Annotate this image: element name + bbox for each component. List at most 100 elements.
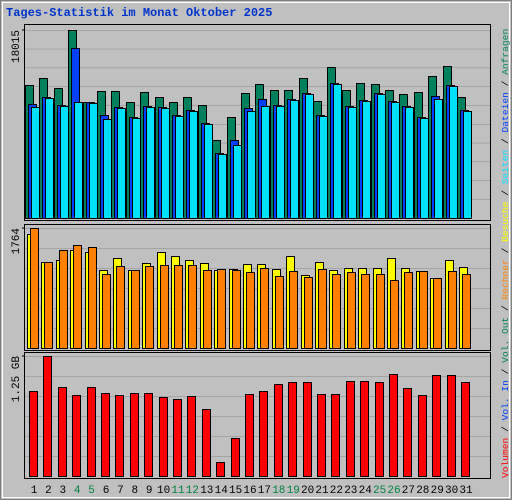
- bar: [204, 124, 213, 219]
- bar: [58, 387, 67, 477]
- chart-title: Tages-Statistik im Monat Oktober 2025: [6, 6, 272, 20]
- bar: [433, 278, 442, 349]
- bar: [275, 276, 284, 349]
- bar: [376, 274, 385, 349]
- bar: [246, 272, 255, 349]
- x-tick-label: 30: [445, 485, 458, 497]
- x-tick-label: 18: [272, 485, 285, 497]
- bar: [216, 462, 225, 477]
- bar: [419, 271, 428, 349]
- bar: [346, 381, 355, 477]
- bar: [318, 269, 327, 349]
- bar: [260, 268, 269, 349]
- x-tick-label: 10: [157, 485, 170, 497]
- bar: [218, 154, 227, 219]
- bar: [462, 274, 471, 349]
- legend-separator: /: [500, 132, 511, 149]
- bar: [188, 265, 197, 349]
- bar: [89, 103, 98, 219]
- bar: [131, 270, 140, 349]
- bar: [290, 100, 299, 219]
- legend-separator: /: [500, 184, 511, 201]
- bar: [233, 145, 242, 219]
- bar: [361, 274, 370, 349]
- y-tick-label: 1764: [11, 228, 23, 255]
- x-tick-label: 6: [103, 485, 110, 497]
- bar: [103, 119, 112, 219]
- x-tick-label: 23: [344, 485, 357, 497]
- bar: [175, 116, 184, 219]
- bar: [161, 108, 170, 219]
- bar: [74, 102, 83, 219]
- bar: [130, 393, 139, 477]
- bar: [173, 399, 182, 477]
- bar: [187, 396, 196, 477]
- bar: [461, 382, 470, 477]
- bar: [418, 395, 427, 477]
- bar: [420, 118, 429, 219]
- bar: [45, 98, 54, 219]
- bar: [304, 277, 313, 349]
- bar: [217, 269, 226, 349]
- x-tick-label: 14: [215, 485, 229, 497]
- bar: [448, 271, 457, 349]
- bar: [389, 374, 398, 477]
- bar: [59, 250, 68, 349]
- x-tick-label: 12: [186, 485, 199, 497]
- bar: [377, 94, 386, 219]
- bar: [88, 247, 97, 349]
- bar: [189, 111, 198, 219]
- x-tick-label: 11: [171, 485, 185, 497]
- bar: [331, 394, 340, 477]
- bar: [102, 274, 111, 349]
- bar: [317, 394, 326, 477]
- legend-entry: Anfragen: [500, 29, 511, 75]
- bar: [449, 86, 458, 219]
- x-tick-label: 13: [200, 485, 213, 497]
- legend-entry: Rechner: [500, 259, 511, 299]
- bar: [232, 270, 241, 349]
- bar: [29, 391, 38, 477]
- x-tick-label: 20: [301, 485, 314, 497]
- x-tick-label: 31: [459, 485, 473, 497]
- y-tick-label: 1.25 GB: [11, 356, 23, 403]
- bar: [72, 395, 81, 477]
- bar: [303, 382, 312, 477]
- bar: [348, 107, 357, 219]
- x-tick-label: 29: [431, 485, 444, 497]
- bar: [87, 387, 96, 477]
- series: [29, 356, 470, 477]
- bar: [203, 270, 212, 349]
- bar: [202, 409, 211, 477]
- bar: [347, 272, 356, 349]
- bar: [404, 272, 413, 349]
- legend-entry: Dateien: [500, 92, 511, 132]
- bar: [434, 99, 443, 219]
- legend-entry: Vol. In: [500, 380, 511, 420]
- x-tick-label: 28: [416, 485, 429, 497]
- bar: [261, 106, 270, 219]
- x-tick-label: 1: [31, 485, 38, 497]
- series: [30, 228, 471, 349]
- bar: [403, 388, 412, 477]
- bar: [159, 397, 168, 477]
- bar: [289, 271, 298, 349]
- x-tick-label: 2: [45, 485, 52, 497]
- bar: [73, 245, 82, 349]
- x-tick-label: 25: [373, 485, 386, 497]
- legend-entry: Vol. Out: [500, 317, 511, 363]
- legend-entry: Volumen: [500, 438, 511, 478]
- x-tick-label: 26: [387, 485, 400, 497]
- bar: [333, 84, 342, 219]
- bar: [144, 393, 153, 477]
- bar: [391, 102, 400, 219]
- y-tick-label: 18015: [11, 30, 23, 63]
- x-tick-label: 15: [229, 485, 242, 497]
- legend-separator: /: [500, 299, 511, 316]
- bar: [276, 106, 285, 219]
- bar: [44, 262, 53, 349]
- bar: [30, 228, 39, 349]
- bar: [115, 395, 124, 477]
- bar: [101, 393, 110, 477]
